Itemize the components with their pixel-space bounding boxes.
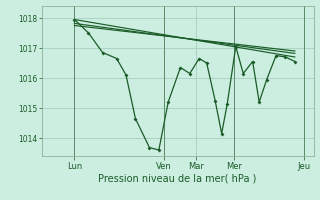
X-axis label: Pression niveau de la mer( hPa ): Pression niveau de la mer( hPa ) bbox=[99, 173, 257, 183]
